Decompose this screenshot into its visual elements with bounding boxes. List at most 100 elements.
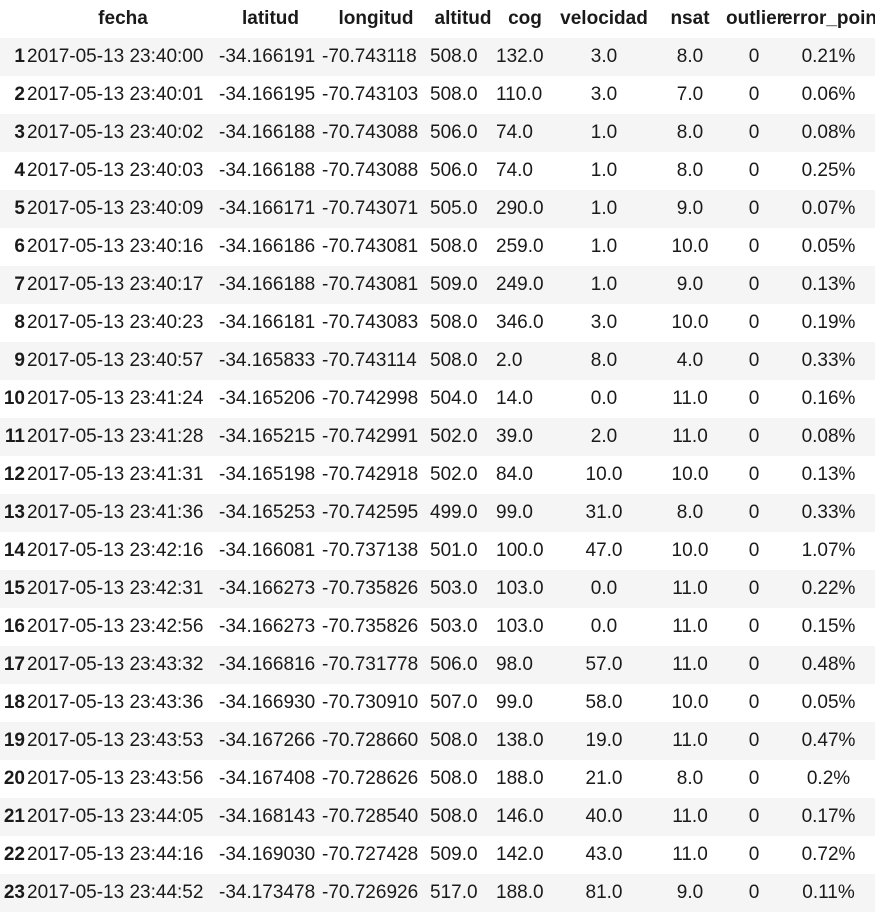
cell-latitud: -34.173478 xyxy=(219,882,316,903)
cell-longitud: -70.730910 xyxy=(322,692,419,713)
row-index: 23 xyxy=(3,882,25,903)
cell-longitud: -70.743071 xyxy=(322,198,419,219)
cell-velocidad: 3.0 xyxy=(590,84,618,105)
cell-error-point: 0.2% xyxy=(806,768,851,789)
cell-altitud: 499.0 xyxy=(430,502,478,523)
cell-altitud: 503.0 xyxy=(430,578,478,599)
cell-altitud: 508.0 xyxy=(430,84,478,105)
cell-error-point: 0.48% xyxy=(801,654,856,675)
cell-nsat: 11.0 xyxy=(672,730,708,751)
cell-fecha: 2017-05-13 23:42:56 xyxy=(27,616,204,637)
cell-altitud: 508.0 xyxy=(430,236,478,257)
cell-longitud: -70.731778 xyxy=(322,654,419,675)
cell-longitud: -70.728626 xyxy=(322,768,419,789)
cell-cog: 138.0 xyxy=(496,730,544,751)
cell-error-point: 0.13% xyxy=(801,464,856,485)
cell-velocidad: 1.0 xyxy=(590,198,618,219)
cell-nsat: 9.0 xyxy=(676,274,704,295)
row-index: 9 xyxy=(14,350,25,371)
cell-nsat: 8.0 xyxy=(676,768,704,789)
cell-fecha: 2017-05-13 23:43:32 xyxy=(27,654,204,675)
cell-altitud: 501.0 xyxy=(430,540,478,561)
cell-fecha: 2017-05-13 23:42:16 xyxy=(27,540,204,561)
cell-outlier: 0 xyxy=(748,692,760,713)
cell-nsat: 10.0 xyxy=(671,540,709,561)
cell-latitud: -34.165833 xyxy=(219,350,316,371)
cell-nsat: 11.0 xyxy=(672,654,708,675)
row-index: 21 xyxy=(3,806,25,827)
cell-outlier: 0 xyxy=(748,502,760,523)
cell-velocidad: 31.0 xyxy=(585,502,623,523)
cell-cog: 2.0 xyxy=(496,350,523,371)
table-row: 15 2017-05-13 23:42:31 -34.166273 -70.73582… xyxy=(0,570,875,608)
table-row: 13 2017-05-13 23:41:36 -34.165253 -70.74259… xyxy=(0,494,875,532)
cell-fecha: 2017-05-13 23:41:28 xyxy=(27,426,204,447)
header-altitud: altitud xyxy=(434,8,492,29)
cell-cog: 103.0 xyxy=(496,578,544,599)
cell-latitud: -34.165253 xyxy=(219,502,316,523)
cell-outlier: 0 xyxy=(748,198,760,219)
cell-error-point: 0.21% xyxy=(801,46,856,67)
cell-latitud: -34.165206 xyxy=(219,388,316,409)
row-index: 15 xyxy=(3,578,25,599)
cell-velocidad: 3.0 xyxy=(590,312,618,333)
table-row: 18 2017-05-13 23:43:36 -34.166930 -70.73091… xyxy=(0,684,875,722)
cell-error-point: 0.19% xyxy=(801,312,856,333)
cell-velocidad: 21.0 xyxy=(585,768,623,789)
cell-latitud: -34.167266 xyxy=(219,730,316,751)
cell-velocidad: 1.0 xyxy=(590,236,618,257)
cell-fecha: 2017-05-13 23:40:09 xyxy=(27,198,204,219)
cell-altitud: 508.0 xyxy=(430,46,478,67)
cell-velocidad: 0.0 xyxy=(590,578,618,599)
cell-nsat: 7.0 xyxy=(676,84,704,105)
cell-velocidad: 1.0 xyxy=(590,160,618,181)
cell-longitud: -70.743083 xyxy=(322,312,419,333)
cell-fecha: 2017-05-13 23:44:05 xyxy=(27,806,204,827)
cell-error-point: 0.08% xyxy=(801,426,856,447)
cell-latitud: -34.166273 xyxy=(219,578,316,599)
header-fecha: fecha xyxy=(98,8,148,29)
cell-outlier: 0 xyxy=(748,844,760,865)
cell-longitud: -70.743103 xyxy=(322,84,419,105)
row-index: 11 xyxy=(4,426,25,447)
cell-nsat: 11.0 xyxy=(672,806,708,827)
cell-altitud: 508.0 xyxy=(430,806,478,827)
cell-velocidad: 3.0 xyxy=(590,46,618,67)
cell-error-point: 0.05% xyxy=(801,236,856,257)
cell-longitud: -70.742991 xyxy=(322,426,419,447)
cell-outlier: 0 xyxy=(748,122,760,143)
cell-error-point: 0.05% xyxy=(801,692,856,713)
cell-nsat: 9.0 xyxy=(676,198,704,219)
cell-cog: 39.0 xyxy=(496,426,533,447)
table-row: 23 2017-05-13 23:44:52 -34.173478 -70.72692… xyxy=(0,874,875,912)
table-row: 5 2017-05-13 23:40:09 -34.166171 -70.743071… xyxy=(0,190,875,228)
cell-fecha: 2017-05-13 23:44:16 xyxy=(27,844,204,865)
row-index: 19 xyxy=(3,730,25,751)
cell-fecha: 2017-05-13 23:41:24 xyxy=(27,388,204,409)
cell-latitud: -34.166930 xyxy=(219,692,316,713)
cell-nsat: 8.0 xyxy=(676,160,704,181)
cell-velocidad: 1.0 xyxy=(590,274,618,295)
cell-error-point: 0.06% xyxy=(801,84,856,105)
table-row: 11 2017-05-13 23:41:28 -34.165215 -70.74299… xyxy=(0,418,875,456)
cell-latitud: -34.169030 xyxy=(219,844,316,865)
cell-cog: 100.0 xyxy=(496,540,544,561)
row-index: 16 xyxy=(3,616,25,637)
cell-altitud: 508.0 xyxy=(430,730,478,751)
cell-fecha: 2017-05-13 23:40:01 xyxy=(27,84,204,105)
header-row: fecha latitud longitud altitud cog veloc… xyxy=(0,0,875,38)
cell-error-point: 1.07% xyxy=(801,540,856,561)
cell-fecha: 2017-05-13 23:44:52 xyxy=(27,882,204,903)
cell-error-point: 0.33% xyxy=(801,502,856,523)
cell-longitud: -70.737138 xyxy=(322,540,419,561)
cell-error-point: 0.72% xyxy=(801,844,856,865)
cell-velocidad: 47.0 xyxy=(585,540,623,561)
cell-longitud: -70.742998 xyxy=(322,388,419,409)
table-row: 7 2017-05-13 23:40:17 -34.166188 -70.743081… xyxy=(0,266,875,304)
table-row: 9 2017-05-13 23:40:57 -34.165833 -70.743114… xyxy=(0,342,875,380)
cell-outlier: 0 xyxy=(748,274,760,295)
cell-cog: 98.0 xyxy=(496,654,533,675)
cell-error-point: 0.13% xyxy=(801,274,856,295)
cell-outlier: 0 xyxy=(748,578,760,599)
table-row: 1 2017-05-13 23:40:00 -34.166191 -70.743118… xyxy=(0,38,875,76)
